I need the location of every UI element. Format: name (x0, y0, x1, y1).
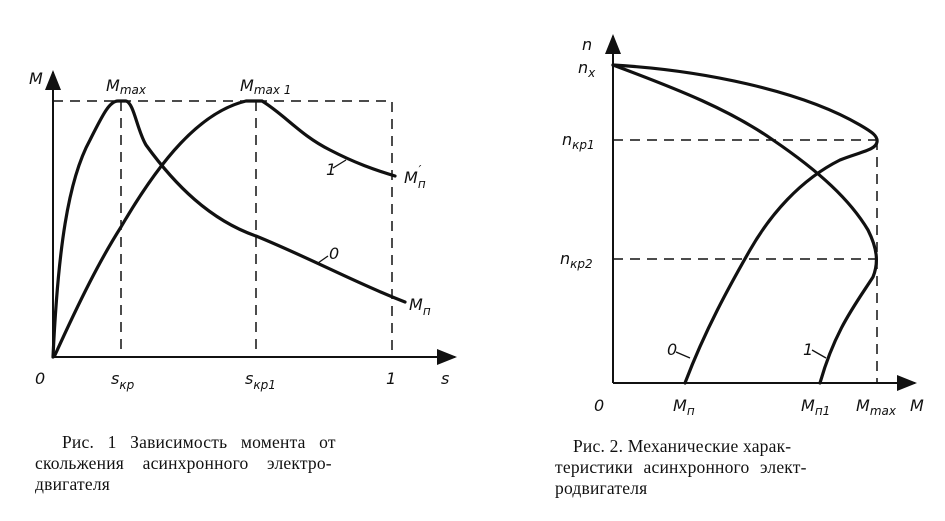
fig2-origin-label: 0 (594, 396, 604, 415)
fig2-curve0-leader (675, 351, 691, 359)
fig1-y-axis-label: M (29, 69, 43, 88)
fig2-curve-1 (611, 63, 879, 385)
fig1-caption-line: двигателя (35, 474, 111, 494)
fig2-nkp1-tick: nкр1 (562, 130, 595, 152)
fig2-nkp2-tick: nкр2 (560, 249, 593, 271)
fig1-mmax-label: Mmax (106, 76, 147, 97)
fig1-curve-0 (51, 99, 407, 359)
fig2-mmax-tick: Mmax (856, 396, 897, 418)
fig2-caption-line: родвигателя (555, 478, 648, 498)
fig2-mn1-tick: Mп1 (801, 396, 830, 418)
fig2-curve1-leader (811, 349, 827, 359)
fig1-mmax1-label: Mmax 1 (240, 76, 291, 97)
fig1-x-axis-label: s (441, 369, 449, 388)
fig2-curve-0 (611, 63, 879, 385)
fig1-mn-label: Mп (409, 295, 431, 318)
fig1-caption-line: Рис. 1 Зависимость момента от (62, 432, 336, 452)
fig1-curve-1 (53, 99, 397, 357)
fig2-curve0-label: 0 (667, 340, 677, 359)
fig1-caption-line: скольжения асинхронного электро- (35, 453, 332, 473)
fig1-one-tick: 1 (386, 369, 396, 388)
fig1-caption: Рис. 1 Зависимость момента от скольжения… (35, 432, 336, 495)
fig1-curve0-leader (317, 255, 329, 264)
fig1-curve0-label: 0 (329, 244, 339, 263)
figure1-torque-slip-diagram: M Mmax Mmax 1 1 0 Mп′ Mп 0 sкр sкр1 1 s (29, 69, 457, 392)
fig1-skp1-tick: sкр1 (245, 369, 276, 392)
fig1-skp-tick: sкр (111, 369, 135, 392)
figure2-mechanical-characteristics-diagram: n nx nкр1 nкр2 0 1 0 Mп Mп1 Mmax M (560, 34, 924, 418)
fig2-nx-tick: nx (578, 58, 596, 80)
fig2-mn-tick: Mп (673, 396, 695, 418)
fig2-caption-line: Рис. 2. Механические харак- (573, 436, 792, 456)
fig1-origin-label: 0 (35, 369, 45, 388)
fig2-caption: Рис. 2. Механические харак- теристики ас… (555, 436, 807, 499)
fig2-x-axis-label: M (910, 396, 924, 415)
fig2-caption-line: теристики асинхронного элект- (555, 457, 807, 477)
fig1-curve1-leader (332, 159, 347, 169)
fig1-curve1-label: 1 (326, 160, 336, 179)
fig2-curve1-label: 1 (803, 340, 813, 359)
fig1-mn-prime-label: Mп′ (404, 163, 426, 191)
fig1-mmax-dashed-line (53, 100, 393, 357)
fig2-y-axis-label: n (582, 35, 592, 54)
